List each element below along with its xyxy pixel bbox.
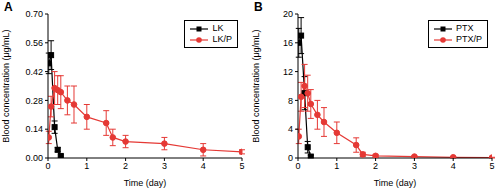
svg-text:Blood concentration (μg/mL): Blood concentration (μg/mL) <box>251 29 261 142</box>
svg-text:0.28: 0.28 <box>25 96 43 106</box>
svg-text:0: 0 <box>295 161 300 171</box>
svg-text:Time (day): Time (day) <box>124 178 167 188</box>
svg-text:1: 1 <box>334 161 339 171</box>
svg-text:0.70: 0.70 <box>25 9 43 19</box>
svg-text:8: 8 <box>288 96 293 106</box>
html-text:B: B <box>254 0 263 14</box>
svg-text:0: 0 <box>45 161 50 171</box>
svg-text:4: 4 <box>451 161 456 171</box>
svg-text:0.00: 0.00 <box>25 153 43 163</box>
svg-text:0.42: 0.42 <box>25 67 43 77</box>
html-text:LK/P: LK/P <box>212 34 232 44</box>
svg-text:4: 4 <box>201 161 206 171</box>
svg-text:20: 20 <box>283 9 293 19</box>
svg-text:0.14: 0.14 <box>25 124 43 134</box>
svg-text:16: 16 <box>283 38 293 48</box>
svg-text:4: 4 <box>288 124 293 134</box>
svg-text:0.56: 0.56 <box>25 38 43 48</box>
svg-text:1: 1 <box>84 161 89 171</box>
svg-text:Time (day): Time (day) <box>374 178 417 188</box>
svg-text:12: 12 <box>283 67 293 77</box>
svg-text:2: 2 <box>373 161 378 171</box>
html-text:PTX/P: PTX/P <box>456 34 482 44</box>
svg-text:5: 5 <box>239 161 244 171</box>
svg-text:Blood concentration (μg/mL): Blood concentration (μg/mL) <box>8 29 11 142</box>
html-text:A: A <box>4 0 13 14</box>
svg-text:2: 2 <box>123 161 128 171</box>
html-text:PTX: PTX <box>456 23 474 33</box>
svg-text:0: 0 <box>288 153 293 163</box>
svg-text:3: 3 <box>412 161 417 171</box>
html-text:LK: LK <box>212 23 224 33</box>
svg-text:3: 3 <box>162 161 167 171</box>
svg-text:5: 5 <box>489 161 492 171</box>
